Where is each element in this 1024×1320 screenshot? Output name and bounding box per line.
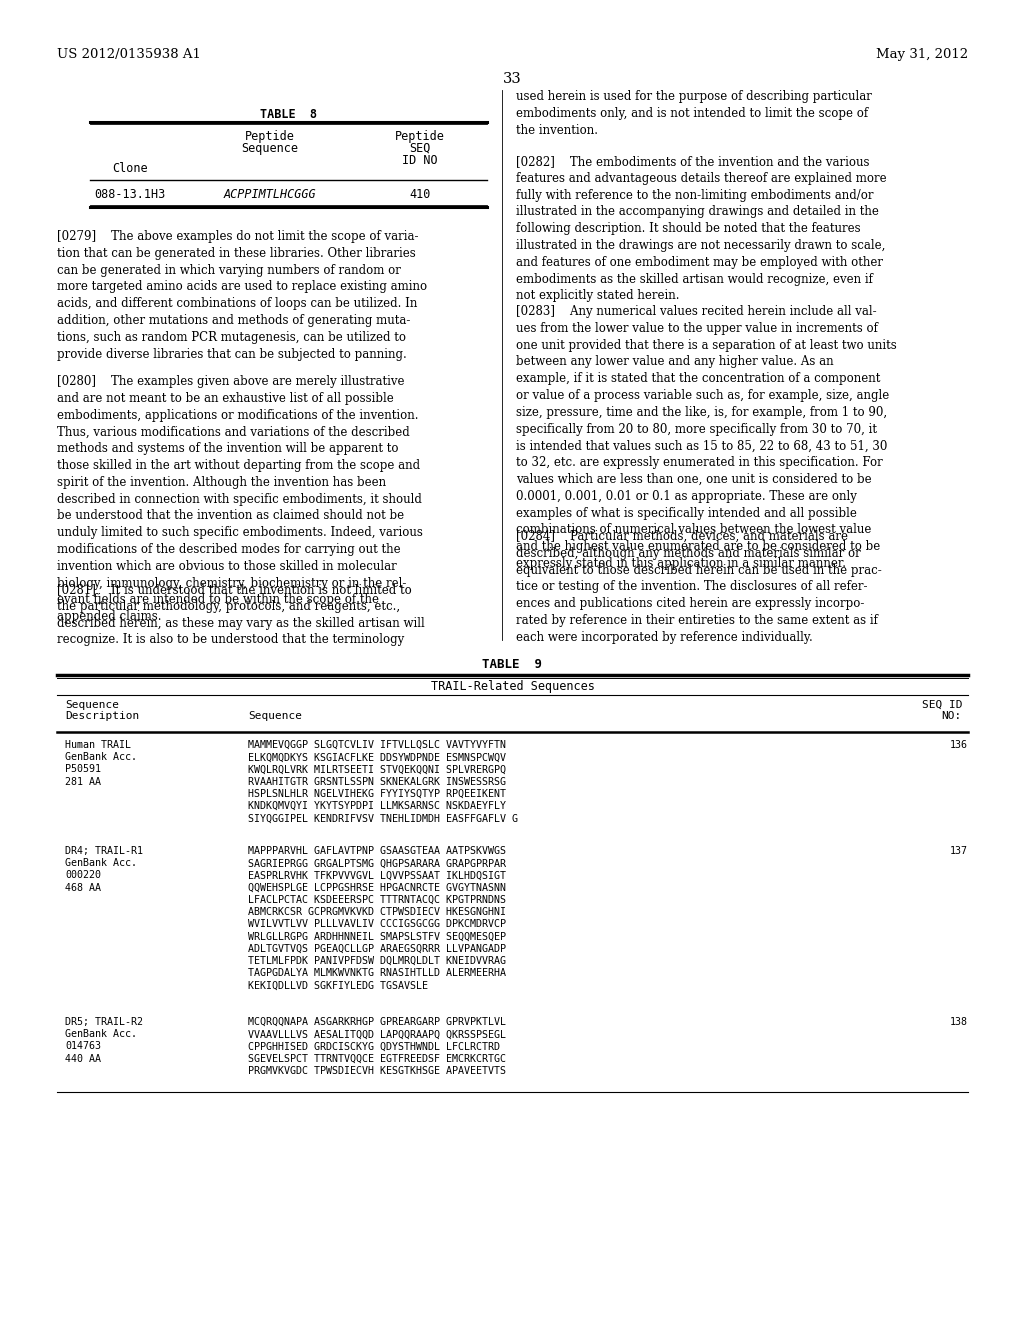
Text: [0281]    It is understood that the invention is not limited to
the particular m: [0281] It is understood that the inventi… — [57, 583, 425, 647]
Text: TABLE  8: TABLE 8 — [260, 108, 317, 121]
Text: MAPPPARVHL GAFLAVTPNP GSAASGTEAA AATPSKVWGS
SAGRIEPRGG GRGALPTSMG QHGPSARARA GRA: MAPPPARVHL GAFLAVTPNP GSAASGTEAA AATPSKV… — [248, 846, 506, 990]
Text: Peptide: Peptide — [245, 129, 295, 143]
Text: [0280]    The examples given above are merely illustrative
and are not meant to : [0280] The examples given above are mere… — [57, 375, 423, 623]
Text: MCQRQQNAPA ASGARKRHGP GPREARGARP GPRVPKTLVL
VVAAVLLLVS AESALITQQD LAPQQRAAPQ QKR: MCQRQQNAPA ASGARKRHGP GPREARGARP GPRVPKT… — [248, 1016, 506, 1076]
Text: Sequence: Sequence — [248, 711, 302, 721]
Text: [0279]    The above examples do not limit the scope of varia-
tion that can be g: [0279] The above examples do not limit t… — [57, 230, 427, 360]
Text: 410: 410 — [410, 187, 431, 201]
Text: 33: 33 — [503, 73, 521, 86]
Text: [0283]    Any numerical values recited herein include all val-
ues from the lowe: [0283] Any numerical values recited here… — [516, 305, 897, 570]
Text: Clone: Clone — [113, 162, 147, 176]
Text: DR5; TRAIL-R2
GenBank Acc.
014763
440 AA: DR5; TRAIL-R2 GenBank Acc. 014763 440 AA — [65, 1016, 143, 1064]
Text: TRAIL-Related Sequences: TRAIL-Related Sequences — [430, 680, 595, 693]
Text: 088-13.1H3: 088-13.1H3 — [94, 187, 166, 201]
Text: Sequence: Sequence — [65, 700, 119, 710]
Text: 138: 138 — [950, 1016, 968, 1027]
Text: [0284]    Particular methods, devices, and materials are
described, although any: [0284] Particular methods, devices, and … — [516, 531, 882, 644]
Text: ID NO: ID NO — [402, 154, 438, 168]
Text: US 2012/0135938 A1: US 2012/0135938 A1 — [57, 48, 201, 61]
Text: DR4; TRAIL-R1
GenBank Acc.
000220
468 AA: DR4; TRAIL-R1 GenBank Acc. 000220 468 AA — [65, 846, 143, 892]
Text: MAMMEVQGGP SLGQTCVLIV IFTVLLQSLC VAVTYVYFTN
ELKQMQDKYS KSGIACFLKE DDSYWDPNDE ESM: MAMMEVQGGP SLGQTCVLIV IFTVLLQSLC VAVTYVY… — [248, 741, 518, 824]
Text: Sequence: Sequence — [242, 143, 299, 154]
Text: ACPPIMTLHCGGG: ACPPIMTLHCGGG — [223, 187, 316, 201]
Text: 137: 137 — [950, 846, 968, 855]
Text: SEQ ID: SEQ ID — [922, 700, 962, 710]
Text: [0282]    The embodiments of the invention and the various
features and advantag: [0282] The embodiments of the invention … — [516, 154, 887, 302]
Text: SEQ: SEQ — [410, 143, 431, 154]
Text: 136: 136 — [950, 741, 968, 750]
Text: Human TRAIL
GenBank Acc.
P50591
281 AA: Human TRAIL GenBank Acc. P50591 281 AA — [65, 741, 137, 787]
Text: TABLE  9: TABLE 9 — [482, 657, 543, 671]
Text: used herein is used for the purpose of describing particular
embodiments only, a: used herein is used for the purpose of d… — [516, 90, 871, 136]
Text: Peptide: Peptide — [395, 129, 445, 143]
Text: Description: Description — [65, 711, 139, 721]
Text: May 31, 2012: May 31, 2012 — [876, 48, 968, 61]
Text: NO:: NO: — [942, 711, 962, 721]
